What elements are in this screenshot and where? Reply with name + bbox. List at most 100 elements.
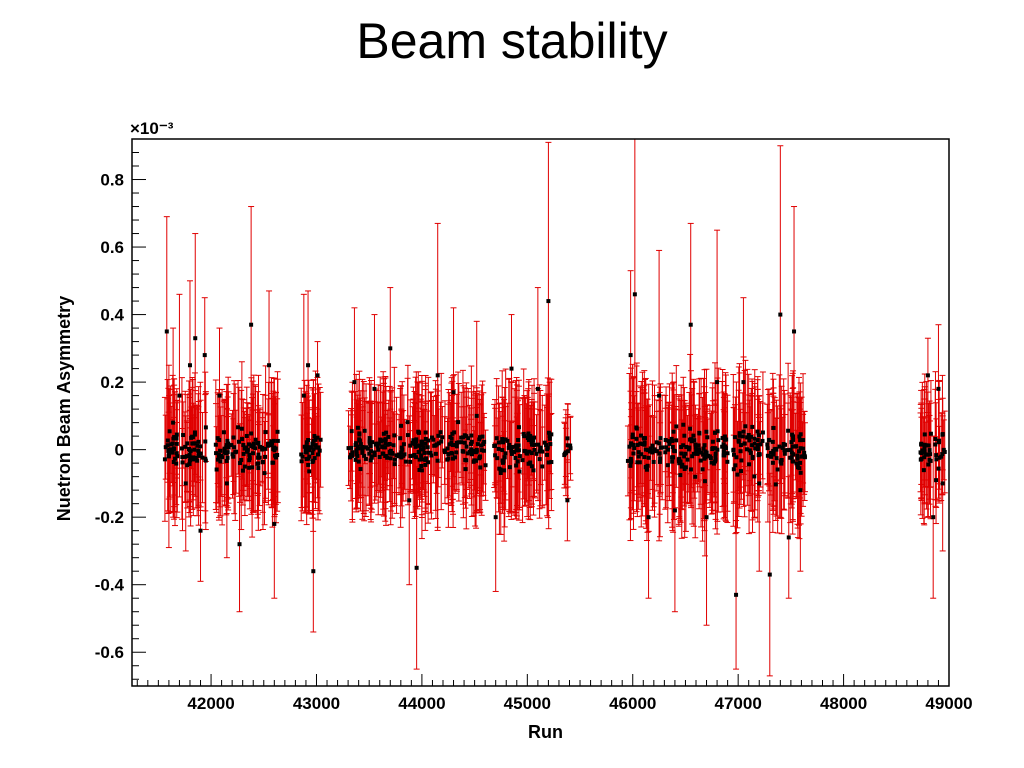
data-point (642, 455, 647, 460)
data-point (688, 426, 693, 431)
data-point (647, 449, 652, 454)
data-point (537, 457, 542, 462)
data-point (313, 437, 318, 442)
data-point (737, 433, 742, 438)
data-point (742, 441, 747, 446)
data-point (172, 435, 177, 440)
data-point (218, 448, 223, 453)
data-point (413, 444, 418, 449)
data-point (192, 447, 197, 452)
data-point (356, 459, 361, 464)
data-point (922, 455, 927, 460)
data-point (270, 460, 275, 465)
data-point (475, 442, 480, 447)
data-point (360, 450, 365, 455)
data-point (638, 441, 643, 446)
data-point (229, 443, 234, 448)
data-point (545, 452, 550, 457)
data-point (750, 424, 755, 429)
data-point (380, 451, 385, 456)
data-point (493, 453, 498, 458)
data-point (679, 444, 684, 449)
data-point (563, 450, 568, 455)
data-point (247, 442, 252, 447)
data-point (193, 455, 198, 460)
data-point (192, 432, 197, 437)
data-point (674, 424, 679, 429)
data-point (516, 425, 521, 430)
data-point (218, 459, 223, 464)
data-point (347, 455, 352, 460)
data-point (713, 459, 718, 464)
data-point (247, 465, 252, 470)
data-point (774, 456, 779, 461)
data-point (710, 447, 715, 452)
data-point (352, 380, 357, 385)
data-point (765, 442, 770, 447)
data-point (410, 440, 415, 445)
data-point (648, 446, 653, 451)
data-point (514, 463, 519, 468)
data-point (657, 393, 662, 398)
data-point (800, 454, 805, 459)
data-point (189, 435, 194, 440)
data-point (214, 467, 219, 472)
data-point (512, 449, 517, 454)
data-point (509, 451, 514, 456)
data-point (474, 458, 479, 463)
data-point (353, 443, 358, 448)
data-point (918, 457, 923, 462)
data-point (202, 353, 207, 358)
data-point (713, 446, 718, 451)
data-point (315, 373, 320, 378)
data-point (747, 448, 752, 453)
data-point (795, 453, 800, 458)
data-point (401, 453, 406, 458)
data-point (625, 458, 630, 463)
data-point (928, 431, 933, 436)
data-point (509, 366, 514, 371)
data-point (755, 446, 760, 451)
data-point (785, 448, 790, 453)
data-point (921, 450, 926, 455)
data-point (307, 469, 312, 474)
data-point (734, 455, 739, 460)
data-point (433, 451, 438, 456)
data-point (198, 444, 203, 449)
data-point (464, 444, 469, 449)
data-point (921, 468, 926, 473)
data-point (627, 444, 632, 449)
data-point (477, 437, 482, 442)
data-point (483, 463, 488, 468)
data-point (771, 452, 776, 457)
data-point (420, 439, 425, 444)
data-point (688, 467, 693, 472)
data-point (654, 449, 659, 454)
data-point (183, 481, 188, 486)
data-point (677, 461, 682, 466)
data-point (747, 462, 752, 467)
data-point (477, 456, 482, 461)
data-point (355, 425, 360, 430)
data-point (703, 449, 708, 454)
data-point (417, 467, 422, 472)
data-point (357, 437, 362, 442)
data-point (451, 390, 456, 395)
data-point (537, 449, 542, 454)
data-point (423, 436, 428, 441)
data-point (262, 471, 267, 476)
data-point (454, 444, 459, 449)
data-point (392, 457, 397, 462)
data-point (348, 452, 353, 457)
data-point (542, 440, 547, 445)
data-point (713, 430, 718, 435)
data-point (704, 515, 709, 520)
data-point (244, 433, 249, 438)
data-point (166, 454, 171, 459)
data-point (731, 452, 736, 457)
data-point (219, 453, 224, 458)
data-point (313, 443, 318, 448)
data-point (663, 450, 668, 455)
data-point (315, 435, 320, 440)
data-point (429, 453, 434, 458)
